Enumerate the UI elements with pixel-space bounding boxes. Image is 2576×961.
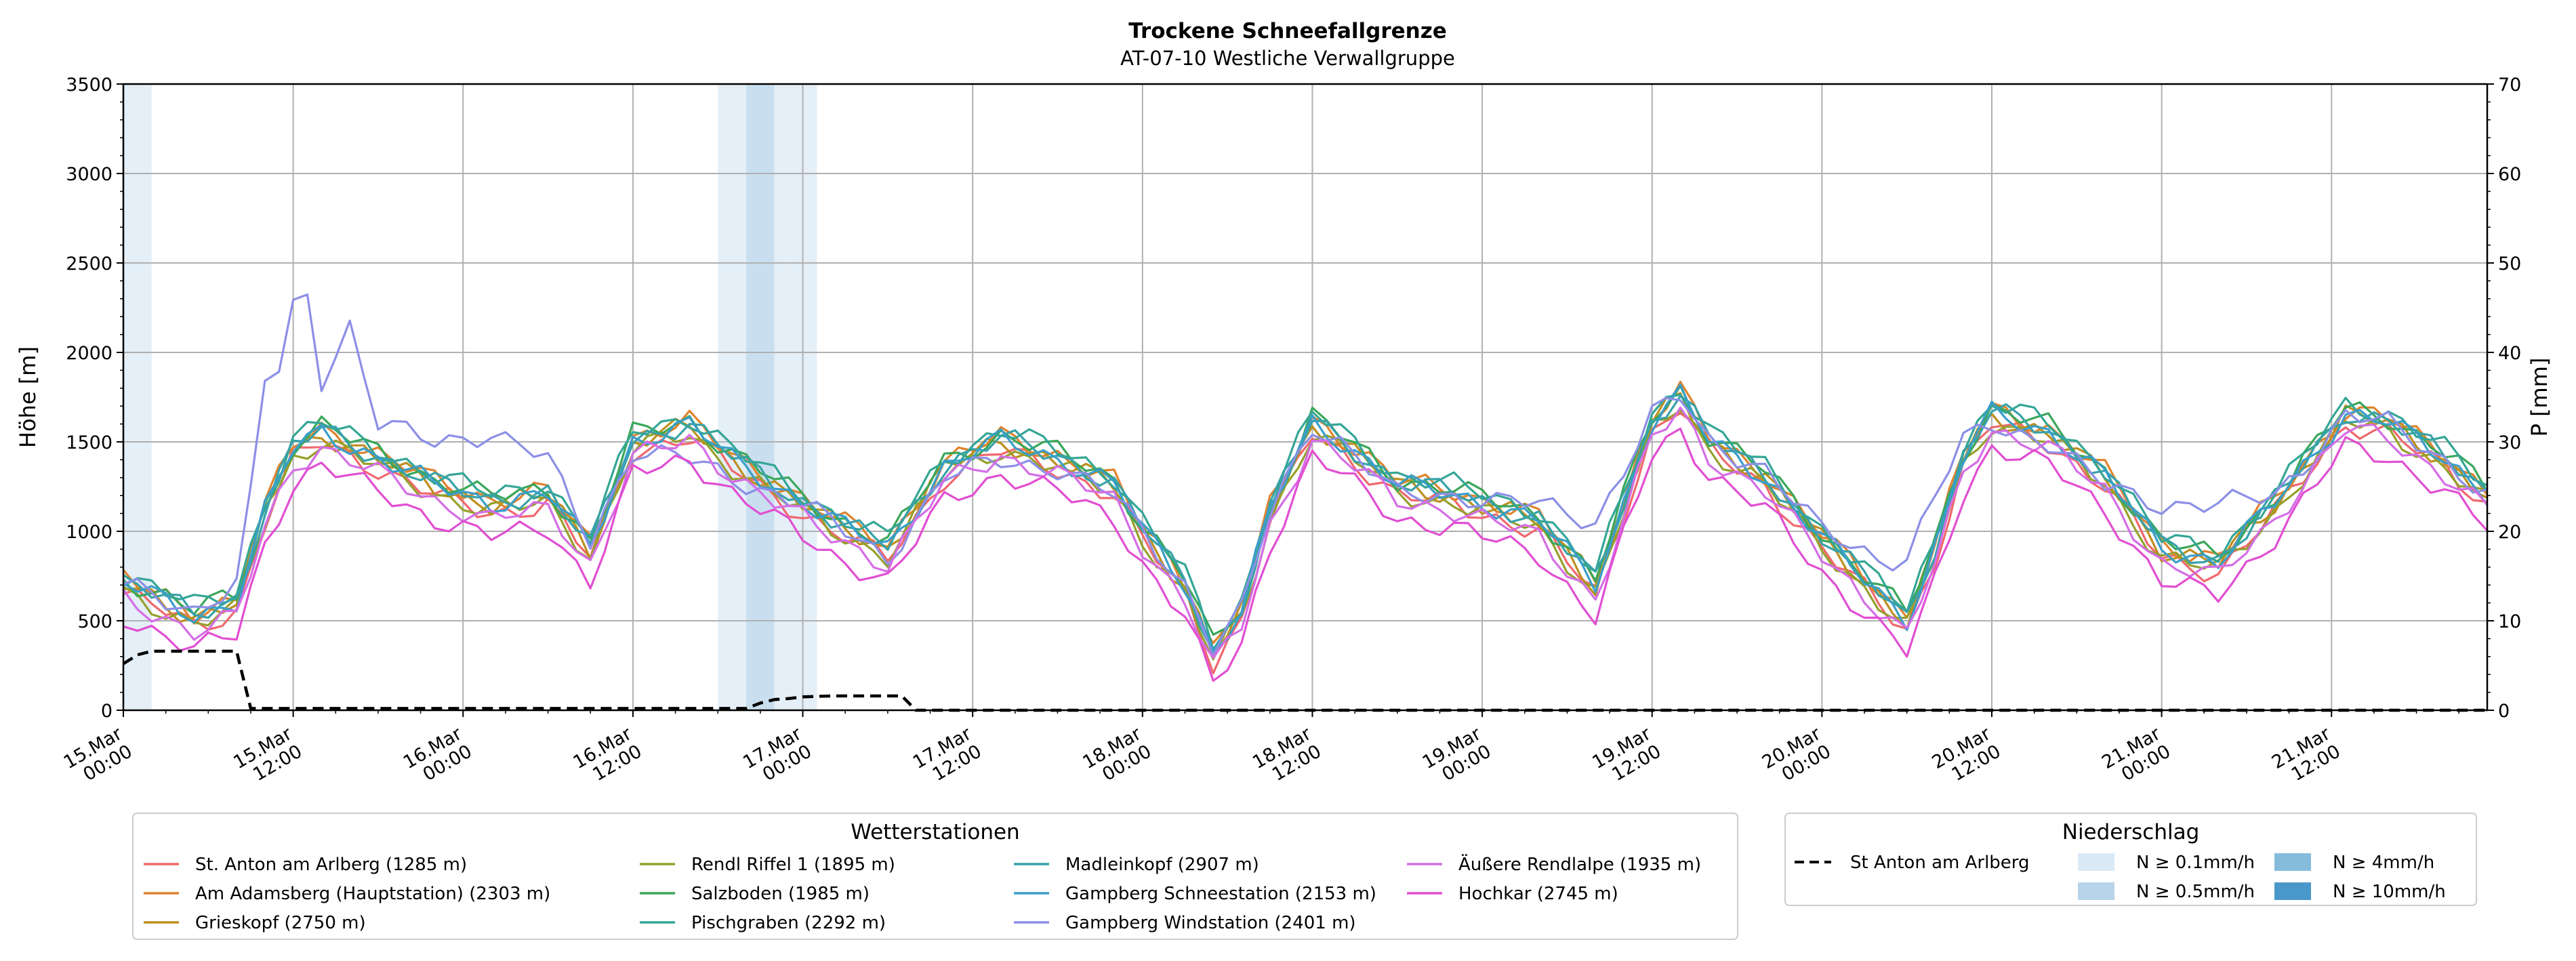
- legend-label: Hochkar (2745 m): [1458, 884, 1618, 904]
- legend-label: St. Anton am Arlberg (1285 m): [195, 855, 467, 875]
- legend-label: Pischgraben (2292 m): [691, 913, 886, 933]
- station-line: [122, 406, 2489, 659]
- x-tick-label: 20.Mar12:00: [1929, 723, 2005, 791]
- y-tick-label: 3000: [66, 164, 113, 185]
- precip-shade-band: [774, 84, 789, 710]
- precip-legend-title: Niederschlag: [2062, 820, 2200, 844]
- chart-subtitle: AT-07-10 Westliche Verwallgruppe: [1120, 47, 1455, 70]
- legend-label: Gampberg Schneestation (2153 m): [1065, 884, 1376, 904]
- station-legend-entries: St. Anton am Arlberg (1285 m) Am Adamsber…: [144, 853, 1701, 933]
- y-tick-label: 1000: [66, 522, 113, 543]
- y-tick-label: 2500: [66, 253, 113, 274]
- chart-title: Trockene Schneefallgrenze: [1128, 19, 1447, 43]
- y-axis-right: 0 10 20 30 40 50 60 70: [2487, 75, 2521, 722]
- precip-legend-swatch: [2078, 853, 2114, 871]
- y-tick-label: 500: [77, 611, 113, 632]
- y2-tick-label: 30: [2498, 432, 2521, 453]
- legend-label: Grieskopf (2750 m): [195, 913, 366, 933]
- y-axis-left: 0 500 1000 1500 2000 2500 3000 3500: [66, 75, 123, 722]
- y-tick-label: 1500: [66, 432, 113, 453]
- station-legend-frame: [132, 813, 1738, 940]
- station-line: [123, 383, 2489, 651]
- station-legend: Wetterstationen St. Anton am Arlberg (12…: [132, 813, 1738, 940]
- x-tick-label: 21.Mar12:00: [2268, 723, 2345, 791]
- station-line: [123, 394, 2489, 653]
- y-tick-label: 0: [101, 701, 113, 722]
- legend-label: Gampberg Windstation (2401 m): [1065, 913, 1356, 933]
- legend-label: Salzboden (1985 m): [691, 884, 870, 904]
- y-tick-label: 3500: [66, 75, 113, 96]
- station-line: [123, 293, 2488, 657]
- legend-label: Am Adamsberg (Hauptstation) (2303 m): [195, 884, 550, 904]
- y2-tick-label: 0: [2498, 701, 2510, 722]
- y2-axis-label: P [mm]: [2527, 358, 2552, 437]
- precip-legend-label: N ≥ 10mm/h: [2333, 882, 2446, 902]
- precip-legend-swatch: [2274, 853, 2311, 871]
- station-line: [123, 393, 2488, 651]
- precip-legend-label: N ≥ 0.1mm/h: [2136, 853, 2255, 873]
- y2-tick-label: 10: [2498, 611, 2521, 632]
- station-legend-title: Wetterstationen: [851, 820, 1019, 844]
- y-tick-label: 2000: [66, 343, 113, 364]
- station-line: [123, 427, 2489, 682]
- y2-tick-label: 60: [2498, 164, 2521, 185]
- y2-tick-label: 20: [2498, 522, 2521, 543]
- precip-shade-band: [123, 84, 152, 710]
- precipitation-line: [122, 649, 2487, 712]
- precip-legend-line-label: St Anton am Arlberg: [1850, 853, 2030, 873]
- plot-frame: [122, 83, 2489, 712]
- legend-label: Äußere Rendlalpe (1935 m): [1458, 853, 1701, 875]
- y-axis-label: Höhe [m]: [15, 346, 41, 448]
- precip-legend-label: N ≥ 4mm/h: [2333, 853, 2434, 873]
- precip-shade-band: [745, 84, 775, 710]
- legend-label: Rendl Riffel 1 (1895 m): [691, 855, 895, 875]
- precip-shade-band: [718, 84, 746, 710]
- station-lines: [122, 293, 2489, 682]
- legend-label: Madleinkopf (2907 m): [1065, 855, 1259, 875]
- precip-legend: Niederschlag St Anton am Arlberg N ≥ 0.1…: [1784, 813, 2477, 906]
- precipitation-shading: [123, 84, 817, 710]
- precip-legend-swatch: [2078, 882, 2114, 900]
- y2-tick-label: 40: [2498, 343, 2521, 364]
- precip-legend-entries: N ≥ 0.1mm/h N ≥ 0.5mm/h N ≥ 4mm/h N ≥ 10mm/…: [2078, 853, 2446, 902]
- precip-legend-swatch: [2274, 882, 2311, 900]
- y2-tick-label: 70: [2498, 75, 2521, 96]
- precipitation-line-group: [122, 649, 2487, 712]
- y2-tick-label: 50: [2498, 253, 2521, 274]
- precip-legend-label: N ≥ 0.5mm/h: [2136, 882, 2255, 902]
